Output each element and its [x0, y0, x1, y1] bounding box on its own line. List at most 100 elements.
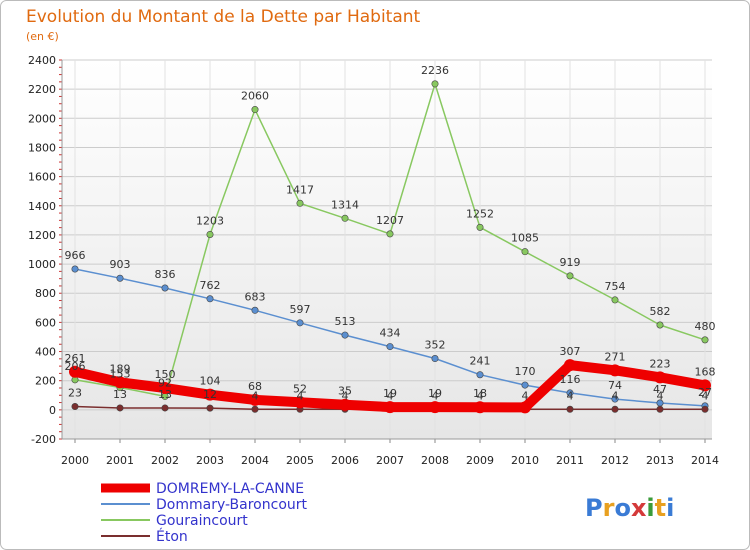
data-point [69, 365, 81, 378]
data-label: 241 [470, 355, 491, 368]
x-tick-label: 2008 [421, 454, 449, 467]
x-tick-label: 2014 [691, 454, 719, 467]
data-point [386, 230, 394, 238]
y-tick-label: 200 [35, 375, 56, 388]
data-point [341, 331, 349, 339]
legend-label: Éton [156, 528, 188, 545]
data-point [249, 393, 261, 406]
data-point [386, 343, 394, 351]
data-label: 966 [65, 249, 86, 262]
data-label: 170 [515, 365, 536, 378]
y-tick-label: 1800 [28, 141, 56, 154]
data-label: 189 [110, 362, 131, 375]
data-point [654, 371, 666, 384]
data-point [116, 404, 124, 412]
data-point [204, 388, 216, 401]
data-label: 4 [567, 389, 574, 402]
data-point [521, 381, 529, 389]
x-tick-label: 2004 [241, 454, 269, 467]
data-point [384, 401, 396, 414]
data-point [566, 389, 574, 397]
data-point [429, 401, 441, 414]
data-point [161, 404, 169, 412]
y-tick-label: 1200 [28, 229, 56, 242]
data-point [611, 296, 619, 304]
data-label: 12 [203, 388, 217, 401]
data-label: 836 [155, 268, 176, 281]
data-point [699, 379, 711, 392]
data-point [701, 336, 709, 344]
data-label: 68 [248, 380, 262, 393]
data-point [611, 395, 619, 403]
data-label: 52 [293, 382, 307, 395]
data-label: 74 [608, 379, 622, 392]
data-label: 4 [612, 389, 619, 402]
y-tick-label: 600 [35, 316, 56, 329]
y-tick-label: 800 [35, 287, 56, 300]
data-label: 4 [477, 389, 484, 402]
data-point [431, 80, 439, 88]
x-tick-label: 2001 [106, 454, 134, 467]
x-tick-label: 2012 [601, 454, 629, 467]
data-label: 4 [522, 389, 529, 402]
x-tick-label: 2006 [331, 454, 359, 467]
data-point [251, 306, 259, 314]
data-label: 762 [200, 279, 221, 292]
data-label: 582 [650, 305, 671, 318]
data-point [564, 359, 576, 372]
data-point [431, 355, 439, 363]
y-tick-label: 400 [35, 346, 56, 359]
data-label: 19 [383, 387, 397, 400]
data-label: 4 [657, 389, 664, 402]
data-label: 903 [110, 258, 131, 271]
data-point [206, 295, 214, 303]
data-point [116, 274, 124, 282]
y-tick-label: 2400 [28, 54, 56, 67]
x-tick-label: 2000 [61, 454, 89, 467]
data-point [251, 405, 259, 413]
data-label: 683 [245, 290, 266, 303]
x-tick-label: 2007 [376, 454, 404, 467]
data-label: 919 [560, 256, 581, 269]
data-point [296, 319, 304, 327]
y-tick-label: 1000 [28, 258, 56, 271]
data-label: 513 [335, 315, 356, 328]
data-label: 1203 [196, 214, 224, 227]
data-label: 4 [432, 389, 439, 402]
legend-label: Gouraincourt [156, 513, 248, 529]
data-label: 104 [200, 375, 221, 388]
data-label: 168 [695, 365, 716, 378]
x-tick-label: 2010 [511, 454, 539, 467]
y-tick-label: 2200 [28, 83, 56, 96]
data-label: 352 [425, 339, 446, 352]
x-tick-label: 2009 [466, 454, 494, 467]
data-label: 1417 [286, 183, 314, 196]
data-label: 1252 [466, 207, 494, 220]
data-point [609, 364, 621, 377]
data-point [611, 405, 619, 413]
data-label: 4 [702, 389, 709, 402]
data-point [566, 405, 574, 413]
data-point [294, 396, 306, 409]
data-point [566, 272, 574, 280]
x-tick-label: 2013 [646, 454, 674, 467]
data-point [159, 381, 171, 394]
data-label: 2060 [241, 90, 269, 103]
chart-title: Evolution du Montant de la Dette par Hab… [26, 7, 421, 27]
data-label: 4 [387, 389, 394, 402]
data-label: 307 [560, 345, 581, 358]
data-label: 150 [155, 368, 176, 381]
data-label: 4 [342, 389, 349, 402]
data-label: 4 [297, 389, 304, 402]
x-tick-label: 2003 [196, 454, 224, 467]
data-label: 13 [158, 388, 172, 401]
data-point [474, 401, 486, 414]
data-label: 261 [65, 352, 86, 365]
data-label: 92 [158, 376, 172, 389]
y-tick-label: 1400 [28, 200, 56, 213]
data-label: 223 [650, 357, 671, 370]
y-tick-label: 2000 [28, 112, 56, 125]
y-tick-label: 1600 [28, 171, 56, 184]
